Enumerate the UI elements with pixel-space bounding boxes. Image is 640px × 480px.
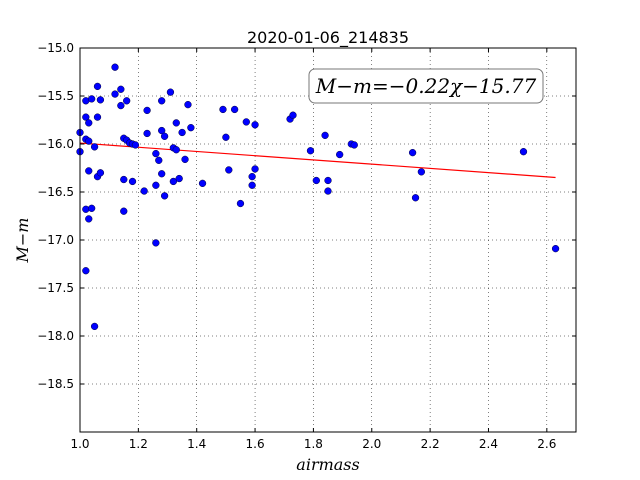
data-point: [88, 204, 96, 212]
data-point: [251, 165, 259, 173]
data-point: [88, 95, 96, 103]
data-point: [551, 244, 560, 253]
data-point: [242, 118, 250, 126]
data-point: [324, 187, 332, 195]
fit-line-layer: [79, 142, 556, 179]
x-tick-label: 2.4: [479, 437, 498, 451]
data-point: [158, 97, 166, 105]
data-point: [236, 199, 245, 208]
data-point: [417, 168, 426, 176]
data-point: [519, 148, 528, 156]
data-point: [152, 149, 160, 158]
data-point: [82, 267, 90, 275]
data-point: [175, 174, 183, 183]
data-point: [172, 146, 180, 154]
data-point: [411, 194, 420, 202]
data-point: [85, 167, 93, 175]
data-point: [225, 166, 233, 174]
chart-title: 2020-01-06_214835: [247, 28, 409, 48]
equation-annotation: M−m=−0.22χ−15.77: [308, 68, 544, 104]
data-point: [324, 176, 332, 185]
data-point: [152, 181, 160, 189]
data-point: [172, 119, 180, 127]
y-tick-label: −15.5: [37, 89, 74, 103]
data-point: [160, 192, 169, 200]
y-tick-label: −18.5: [37, 377, 74, 391]
data-point: [155, 156, 163, 164]
data-point: [178, 128, 186, 137]
data-point: [321, 131, 329, 140]
data-point: [140, 187, 148, 195]
data-point: [160, 132, 169, 140]
data-points: [76, 63, 560, 331]
data-point: [90, 322, 99, 331]
data-point: [219, 105, 227, 114]
data-point: [350, 141, 358, 149]
data-point: [120, 207, 128, 215]
x-tick-label: 1.0: [70, 437, 89, 451]
y-axis-label: M−m: [13, 218, 32, 264]
annotation-box: [308, 68, 544, 104]
data-point: [96, 96, 105, 104]
data-point: [82, 113, 90, 121]
data-point: [222, 133, 230, 141]
data-point: [111, 63, 119, 71]
data-point: [251, 121, 259, 129]
data-point: [187, 124, 195, 132]
data-point: [96, 169, 105, 177]
data-point: [169, 177, 178, 186]
x-tick-label: 1.4: [187, 437, 206, 451]
y-tick-label: −15.0: [37, 41, 74, 55]
data-point: [408, 148, 417, 157]
data-point: [85, 215, 93, 223]
data-point: [248, 181, 256, 189]
data-point: [158, 170, 166, 178]
fit-line: [79, 142, 556, 179]
data-point: [143, 106, 151, 115]
data-point: [111, 90, 119, 98]
data-point: [123, 97, 131, 105]
data-point: [184, 100, 192, 109]
y-tick-label: −16.5: [37, 185, 74, 199]
axis-ticks: 1.0 1.2 1.4 1.6 1.8 2.0 2.2 2.4 2.6 −15.0 −15.5 −16…: [37, 41, 576, 451]
data-point: [117, 101, 125, 110]
data-point: [117, 85, 125, 93]
data-point: [85, 119, 93, 127]
data-point: [198, 179, 207, 188]
y-tick-label: −16.0: [37, 137, 74, 151]
x-tick-label: 1.8: [304, 437, 323, 451]
data-point: [166, 88, 175, 96]
x-tick-label: 1.2: [129, 437, 148, 451]
y-tick-label: −18.0: [37, 329, 74, 343]
data-point: [158, 126, 166, 135]
data-point: [131, 141, 140, 149]
y-tick-label: −17.5: [37, 281, 74, 295]
data-point: [143, 129, 151, 138]
data-point: [85, 137, 93, 145]
data-point: [120, 175, 128, 184]
x-tick-label: 2.6: [537, 437, 556, 451]
data-point: [230, 105, 239, 114]
data-point: [336, 150, 344, 159]
data-point: [93, 113, 102, 121]
data-point: [312, 176, 320, 185]
x-tick-label: 2.0: [362, 437, 381, 451]
data-point: [90, 143, 99, 151]
data-point: [306, 147, 315, 155]
data-point: [248, 172, 256, 181]
data-point: [128, 177, 137, 186]
data-point: [289, 111, 297, 119]
data-point: [152, 239, 160, 247]
x-tick-label: 2.2: [421, 437, 440, 451]
x-tick-label: 1.6: [246, 437, 265, 451]
x-axis-label: airmass: [296, 455, 359, 474]
annotation-text: M−m=−0.22χ−15.77: [315, 74, 537, 98]
data-point: [181, 155, 189, 164]
y-tick-label: −17.0: [37, 233, 74, 247]
data-point: [93, 82, 102, 91]
